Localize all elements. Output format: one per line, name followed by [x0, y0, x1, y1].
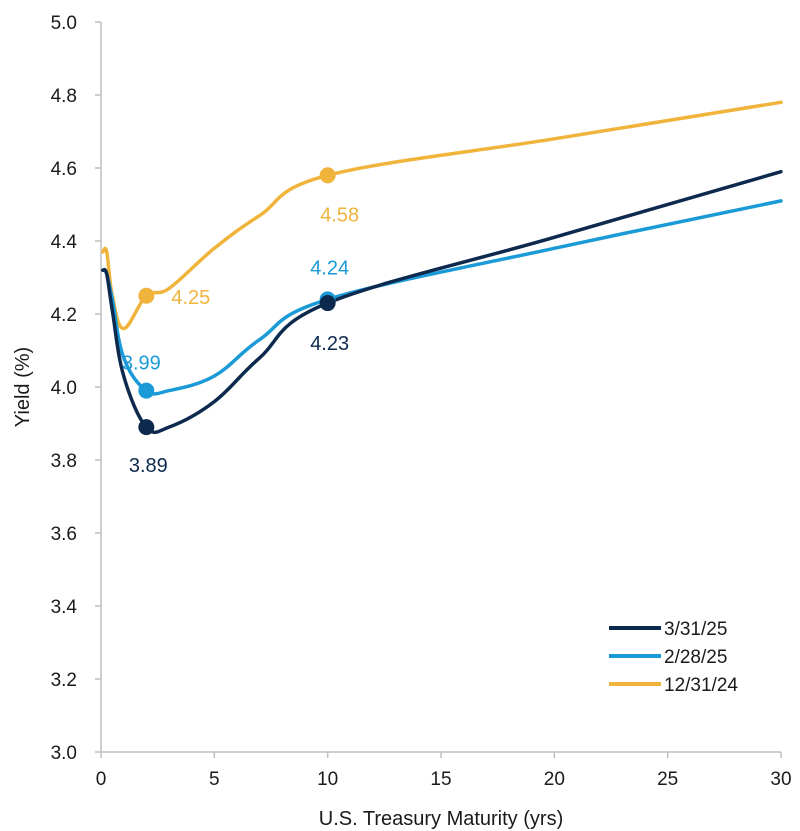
x-tick-label: 10 — [317, 769, 338, 790]
y-tick-label: 3.8 — [51, 451, 77, 472]
legend: 3/31/25 2/28/25 12/31/24 — [609, 619, 738, 696]
data-point-marker — [319, 295, 336, 312]
series-markers — [138, 167, 336, 436]
y-axis-title: Yield (%) — [12, 347, 34, 427]
data-point-label: 3.89 — [129, 455, 168, 477]
y-tick-label: 4.6 — [51, 159, 77, 180]
y-tick-label: 3.2 — [51, 670, 77, 691]
y-tick-label: 5.0 — [51, 13, 77, 34]
data-point-label: 4.25 — [171, 287, 210, 309]
legend-label: 3/31/25 — [664, 619, 727, 640]
x-tick-label: 15 — [430, 769, 451, 790]
data-point-marker — [138, 419, 155, 436]
series-line — [101, 169, 783, 435]
y-tick-label: 3.6 — [51, 524, 77, 545]
data-point-marker — [319, 167, 336, 184]
data-point-marker — [138, 287, 155, 304]
y-tick-label: 3.0 — [51, 743, 77, 764]
data-point-label: 4.23 — [310, 333, 349, 355]
data-point-marker — [138, 382, 155, 399]
x-tick-label: 25 — [657, 769, 678, 790]
y-tick-label: 3.4 — [51, 597, 78, 618]
y-tick-label: 4.8 — [51, 86, 77, 107]
x-axis-ticks: 0 5 10 15 20 25 30 — [96, 752, 792, 790]
y-tick-label: 4.0 — [51, 378, 77, 399]
series-lines — [101, 100, 783, 435]
x-axis-title: U.S. Treasury Maturity (yrs) — [319, 808, 563, 830]
y-tick-label: 4.2 — [51, 305, 77, 326]
data-point-label: 3.99 — [122, 353, 161, 375]
data-labels: 4.25 4.58 3.99 4.24 3.89 4.23 — [122, 204, 359, 477]
y-axis-ticks: 3.0 3.2 3.4 3.6 3.8 4.0 4.2 4.4 4.6 4.8 5.0 — [51, 13, 101, 764]
x-tick-label: 0 — [96, 769, 107, 790]
legend-label: 12/31/24 — [664, 675, 738, 696]
data-point-label: 4.58 — [320, 204, 359, 226]
axes — [100, 22, 781, 753]
x-tick-label: 30 — [770, 769, 791, 790]
x-tick-label: 20 — [544, 769, 565, 790]
data-point-label: 4.24 — [310, 257, 349, 279]
legend-label: 2/28/25 — [664, 647, 727, 668]
y-tick-label: 4.4 — [51, 232, 78, 253]
x-tick-label: 5 — [209, 769, 220, 790]
